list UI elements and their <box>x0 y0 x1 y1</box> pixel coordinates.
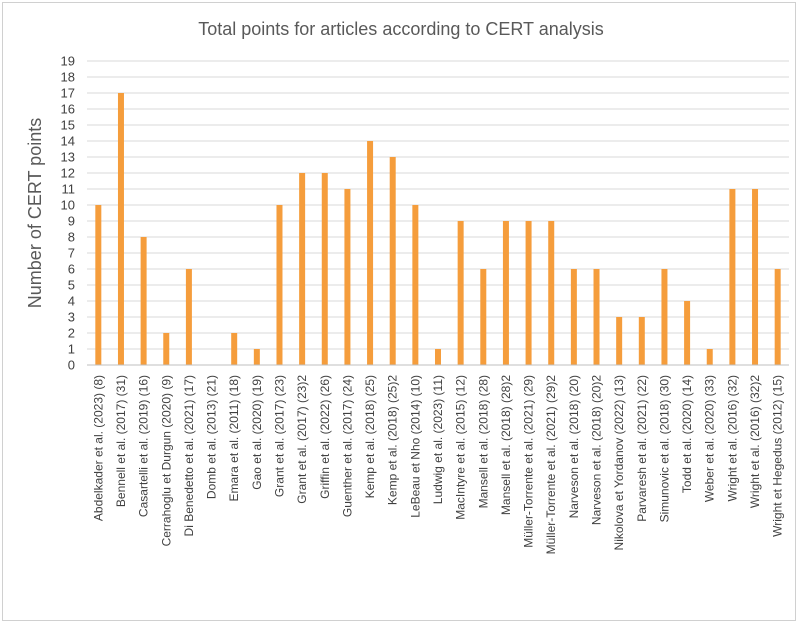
x-tick-label: Weber et al. (2020) (33) <box>703 375 717 502</box>
y-tick-label: 9 <box>68 214 75 229</box>
y-tick-label: 18 <box>61 70 75 85</box>
x-tick-label: Bennell et al. (2017) (31) <box>114 375 128 507</box>
x-tick-label: Müller-Torrente et al. (2021) (29)2 <box>544 375 558 555</box>
bar <box>706 349 713 365</box>
bar-chart: Total points for articles according to C… <box>25 19 789 555</box>
x-tick-label: Narveson et al. (2018) (20)2 <box>590 375 604 525</box>
y-tick-label: 0 <box>68 358 75 373</box>
chart-title: Total points for articles according to C… <box>198 19 604 39</box>
bars-layer <box>95 93 781 365</box>
bar <box>299 173 306 365</box>
bar <box>548 221 555 365</box>
x-tick-label: Wright et al. (2016) (32) <box>725 375 739 502</box>
bar <box>616 317 623 365</box>
x-tick-label: Casartelli et al. (2019) (16) <box>137 375 151 517</box>
bar <box>367 141 374 365</box>
x-tick-label: Emara et al. (2011) (18) <box>227 375 241 502</box>
bar <box>774 269 781 365</box>
y-tick-label: 10 <box>61 198 75 213</box>
bar <box>684 301 691 365</box>
x-tick-label: Domb et al. (2013) (21) <box>205 375 219 499</box>
x-tick-label: Mansell et al. (2018) (28)2 <box>499 375 513 515</box>
bar <box>661 269 668 365</box>
bar <box>276 205 283 365</box>
x-tick-label: Nikolova et Yordanov (2022) (13) <box>612 375 626 550</box>
x-tick-label: Cerrahoglu et Durgun (2020) (9) <box>159 375 173 546</box>
y-tick-label: 5 <box>68 278 75 293</box>
bar <box>163 333 170 365</box>
y-tick-label: 6 <box>68 262 75 277</box>
y-tick-label: 8 <box>68 230 75 245</box>
y-tick-label: 14 <box>61 134 75 149</box>
bar <box>435 349 441 365</box>
grid-layer <box>87 60 789 350</box>
y-tick-label: 11 <box>62 182 76 197</box>
x-tick-label: Ludwig et al. (2023) (11) <box>431 375 445 504</box>
bar <box>570 269 577 365</box>
y-tick-label: 15 <box>61 118 75 133</box>
y-axis-label: Number of CERT points <box>25 118 45 308</box>
y-tick-label: 19 <box>61 54 75 69</box>
x-tick-label: Narveson et al. (2018) (20) <box>567 375 581 518</box>
x-tick-label: Mansell et al. (2018) (28) <box>476 375 490 508</box>
x-tick-label: Grant et al. (2017) (23)2 <box>295 375 309 504</box>
y-tick-label: 4 <box>68 294 75 309</box>
x-tick-label: Gao et al. (2020) (19) <box>250 375 264 490</box>
bar <box>502 221 509 365</box>
x-tick-label: Parvaresh et al. (2021) (22) <box>635 375 649 522</box>
y-tick-label: 13 <box>61 150 75 165</box>
bar <box>344 189 351 365</box>
x-tick-label: MacIntyre et al. (2015) (12) <box>454 375 468 520</box>
y-tick-label: 2 <box>68 326 75 341</box>
x-tick-label: Griffin et al. (2022) (26) <box>318 375 332 499</box>
bar <box>525 221 532 365</box>
bar <box>253 349 260 365</box>
x-tick-label: Kemp et al. (2018) (25)2 <box>386 375 400 505</box>
x-tick-label: Kemp et al. (2018) (25) <box>363 375 377 498</box>
bar <box>389 157 396 365</box>
y-tick-label: 17 <box>61 86 75 101</box>
bar <box>412 205 419 365</box>
x-tick-label: Abdelkader et al. (2023) (8) <box>91 375 105 521</box>
x-tick-label: Grant et al. (2017) (23) <box>272 375 286 497</box>
bar <box>95 205 102 365</box>
bar <box>480 269 487 365</box>
bar <box>231 333 238 365</box>
y-tick-label: 7 <box>68 246 75 261</box>
x-tick-label: Wright et Hegedus (2012) (15) <box>771 375 785 537</box>
bar <box>593 269 600 365</box>
x-tick-label: LeBeau et Nho (2014) (10) <box>408 375 422 518</box>
bar <box>117 93 124 365</box>
x-tick-labels: Abdelkader et al. (2023) (8) Bennell et a… <box>91 375 784 555</box>
bar <box>140 237 147 365</box>
bar <box>729 189 736 365</box>
y-tick-label: 1 <box>68 342 75 357</box>
x-tick-label: Wright et al. (2016) (32)2 <box>748 375 762 508</box>
bar <box>752 189 759 365</box>
x-tick-label: Todd et al. (2020) (14) <box>680 375 694 493</box>
x-tick-label: Di Benedetto et al. (2021) (17) <box>182 375 196 536</box>
bar <box>185 269 192 365</box>
y-tick-label: 16 <box>61 102 75 117</box>
bar <box>638 317 645 365</box>
bar <box>457 221 464 365</box>
x-tick-label: Guenther et al. (2017) (24) <box>340 375 354 517</box>
bar <box>321 173 328 365</box>
x-tick-label: Müller-Torrente et al. (2021) (29) <box>522 375 536 548</box>
y-tick-label: 12 <box>61 166 75 181</box>
x-tick-label: Simunovic et al. (2018) (30) <box>657 375 671 522</box>
y-tick-label: 3 <box>68 310 75 325</box>
